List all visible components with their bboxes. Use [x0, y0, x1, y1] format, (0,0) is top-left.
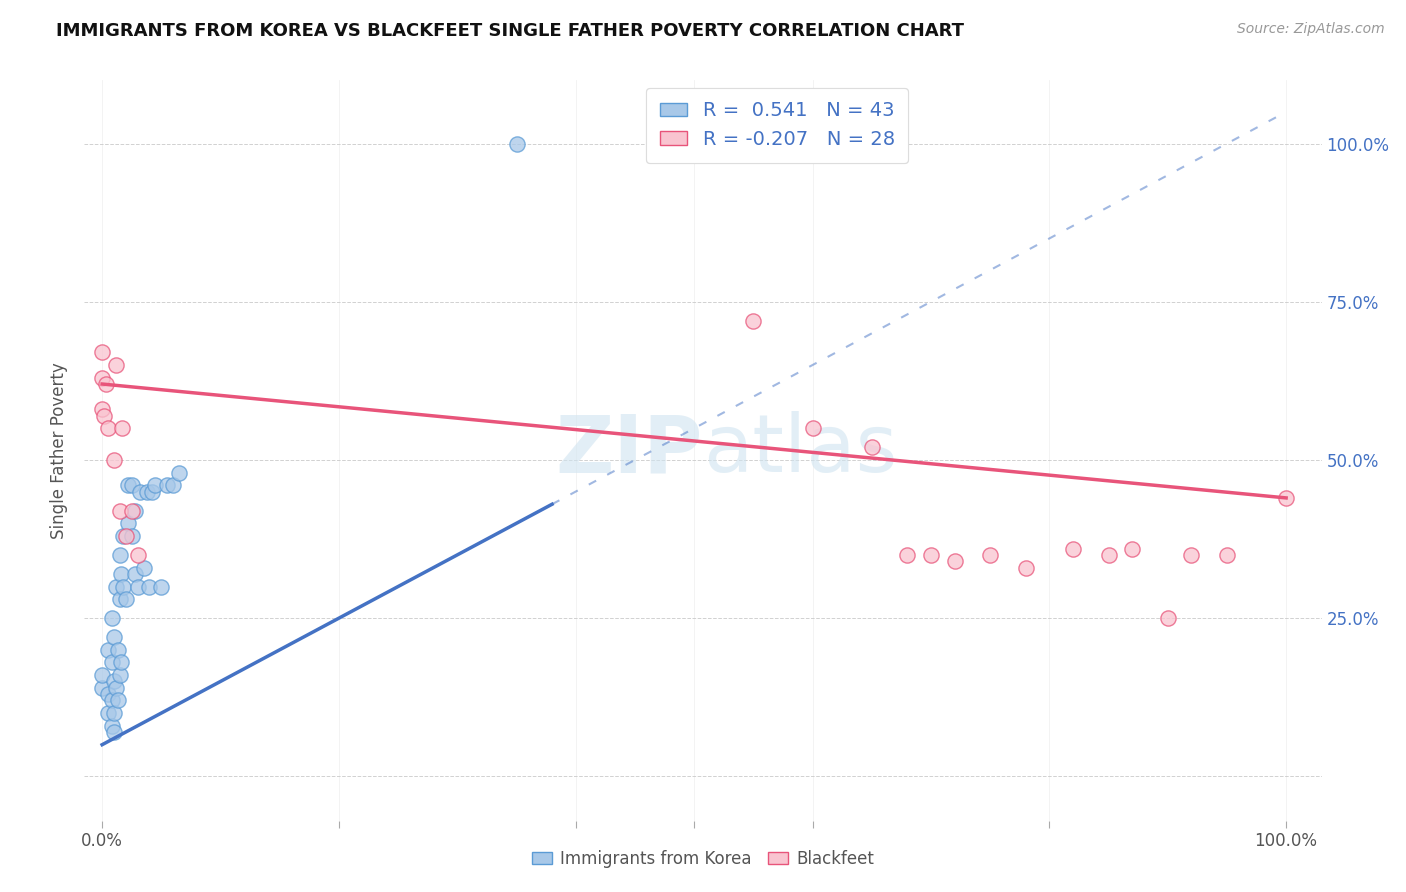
Point	[121, 503, 143, 517]
Point	[108, 592, 131, 607]
Point	[943, 554, 966, 568]
Point	[1062, 541, 1084, 556]
Point	[132, 560, 155, 574]
Point	[108, 548, 131, 562]
Point	[97, 706, 120, 720]
Point	[129, 484, 152, 499]
Point	[141, 484, 163, 499]
Point	[94, 377, 117, 392]
Legend: R =  0.541   N = 43, R = -0.207   N = 28: R = 0.541 N = 43, R = -0.207 N = 28	[647, 87, 908, 162]
Point	[124, 566, 146, 581]
Point	[1157, 611, 1180, 625]
Point	[97, 687, 120, 701]
Point	[105, 580, 128, 594]
Point	[742, 314, 765, 328]
Point	[100, 693, 122, 707]
Point	[112, 580, 135, 594]
Point	[91, 402, 114, 417]
Point	[1121, 541, 1143, 556]
Point	[91, 681, 114, 695]
Point	[105, 358, 128, 372]
Point	[105, 681, 128, 695]
Point	[97, 642, 120, 657]
Text: ZIP: ZIP	[555, 411, 703, 490]
Point	[127, 580, 149, 594]
Point	[110, 566, 132, 581]
Point	[1275, 491, 1298, 505]
Point	[100, 611, 122, 625]
Point	[114, 592, 136, 607]
Text: atlas: atlas	[703, 411, 897, 490]
Point	[117, 516, 139, 531]
Point	[97, 421, 120, 435]
Point	[162, 478, 184, 492]
Point	[167, 466, 190, 480]
Point	[103, 706, 125, 720]
Point	[108, 668, 131, 682]
Text: IMMIGRANTS FROM KOREA VS BLACKFEET SINGLE FATHER POVERTY CORRELATION CHART: IMMIGRANTS FROM KOREA VS BLACKFEET SINGL…	[56, 22, 965, 40]
Point	[920, 548, 942, 562]
Point	[860, 440, 883, 454]
Point	[111, 421, 134, 435]
Point	[107, 693, 129, 707]
Legend: Immigrants from Korea, Blackfeet: Immigrants from Korea, Blackfeet	[524, 844, 882, 875]
Point	[103, 630, 125, 644]
Y-axis label: Single Father Poverty: Single Father Poverty	[51, 362, 69, 539]
Point	[801, 421, 824, 435]
Point	[505, 136, 527, 151]
Point	[124, 503, 146, 517]
Point	[127, 548, 149, 562]
Point	[150, 580, 173, 594]
Point	[107, 642, 129, 657]
Point	[100, 719, 122, 733]
Point	[103, 453, 125, 467]
Point	[121, 529, 143, 543]
Point	[896, 548, 918, 562]
Point	[1180, 548, 1202, 562]
Point	[91, 668, 114, 682]
Point	[979, 548, 1001, 562]
Point	[121, 478, 143, 492]
Text: Source: ZipAtlas.com: Source: ZipAtlas.com	[1237, 22, 1385, 37]
Point	[93, 409, 115, 423]
Point	[103, 725, 125, 739]
Point	[1014, 560, 1036, 574]
Point	[138, 580, 160, 594]
Point	[136, 484, 159, 499]
Point	[91, 370, 114, 384]
Point	[108, 503, 131, 517]
Point	[100, 656, 122, 670]
Point	[145, 478, 167, 492]
Point	[103, 674, 125, 689]
Point	[1216, 548, 1239, 562]
Point	[117, 478, 139, 492]
Point	[114, 529, 136, 543]
Point	[112, 529, 135, 543]
Point	[1097, 548, 1119, 562]
Point	[156, 478, 179, 492]
Point	[110, 656, 132, 670]
Point	[91, 345, 114, 359]
